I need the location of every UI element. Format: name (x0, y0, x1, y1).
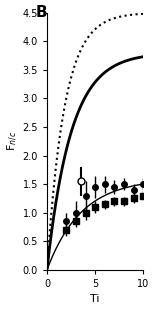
Text: B: B (35, 5, 47, 20)
X-axis label: Ti: Ti (90, 294, 100, 304)
Y-axis label: F$_{n/c}$: F$_{n/c}$ (6, 131, 20, 151)
